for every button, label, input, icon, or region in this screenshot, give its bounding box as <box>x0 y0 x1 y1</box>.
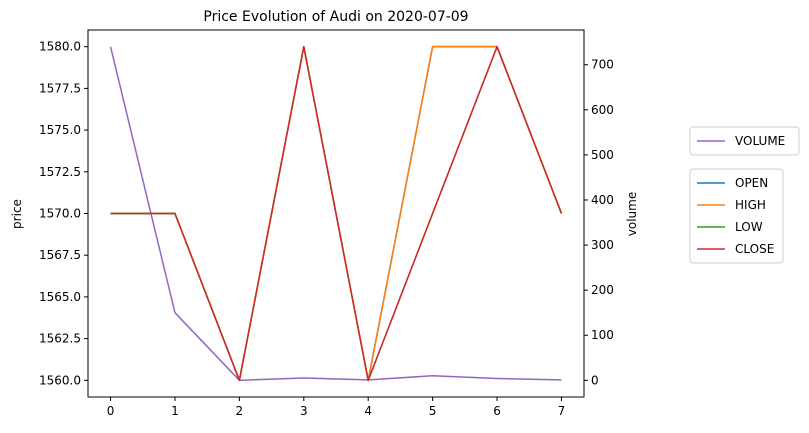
volume-axis-label: volume <box>625 192 639 236</box>
legend-box <box>689 168 784 264</box>
price-tick-label: 1577.5 <box>39 81 81 95</box>
volume-tick-label: 200 <box>591 283 614 297</box>
price-tick-label: 1570.0 <box>39 207 81 221</box>
volume-tick-label: 400 <box>591 193 614 207</box>
x-tick-label: 7 <box>558 404 566 418</box>
price-tick-label: 1565.0 <box>39 290 81 304</box>
volume-tick-label: 300 <box>591 238 614 252</box>
volume-tick-label: 100 <box>591 328 614 342</box>
price-tick-label: 1575.0 <box>39 123 81 137</box>
x-tick-label: 4 <box>364 404 372 418</box>
x-axis: 0 1 2 3 4 5 6 7 <box>107 397 566 418</box>
legend-box <box>689 126 800 156</box>
price-tick-label: 1580.0 <box>39 40 81 54</box>
x-tick-label: 2 <box>236 404 244 418</box>
x-tick-label: 3 <box>300 404 308 418</box>
series-line-close <box>110 45 563 382</box>
legend-label-open: OPEN <box>735 176 768 190</box>
legends: VOLUME OPEN HIGH LOW CLOSE <box>689 126 800 264</box>
volume-tick-label: 0 <box>591 373 599 387</box>
price-axis-label: price <box>10 199 24 229</box>
legend-label-volume: VOLUME <box>735 134 785 148</box>
volume-tick-label: 700 <box>591 58 614 72</box>
legend-label-high: HIGH <box>735 198 766 212</box>
volume-tick-label: 500 <box>591 148 614 162</box>
chart-title: Price Evolution of Audi on 2020-07-09 <box>203 9 468 25</box>
series-line-volume <box>109 46 562 382</box>
legend-label-close: CLOSE <box>735 242 774 256</box>
x-tick-label: 5 <box>429 404 437 418</box>
legend-label-low: LOW <box>735 220 763 234</box>
price-tick-label: 1567.5 <box>39 248 81 262</box>
x-tick-label: 1 <box>171 404 179 418</box>
price-tick-label: 1562.5 <box>39 332 81 346</box>
x-tick-label: 6 <box>493 404 501 418</box>
volume-tick-label: 600 <box>591 103 614 117</box>
price-tick-label: 1572.5 <box>39 165 81 179</box>
price-tick-label: 1560.0 <box>39 373 81 387</box>
volume-axis: 0 100 200 300 400 500 600 700 <box>584 58 614 387</box>
series-layer <box>109 45 563 382</box>
price-axis: 1560.0 1562.5 1565.0 1567.5 1570.0 1572.5 1575… <box>39 40 88 387</box>
x-tick-label: 0 <box>107 404 115 418</box>
